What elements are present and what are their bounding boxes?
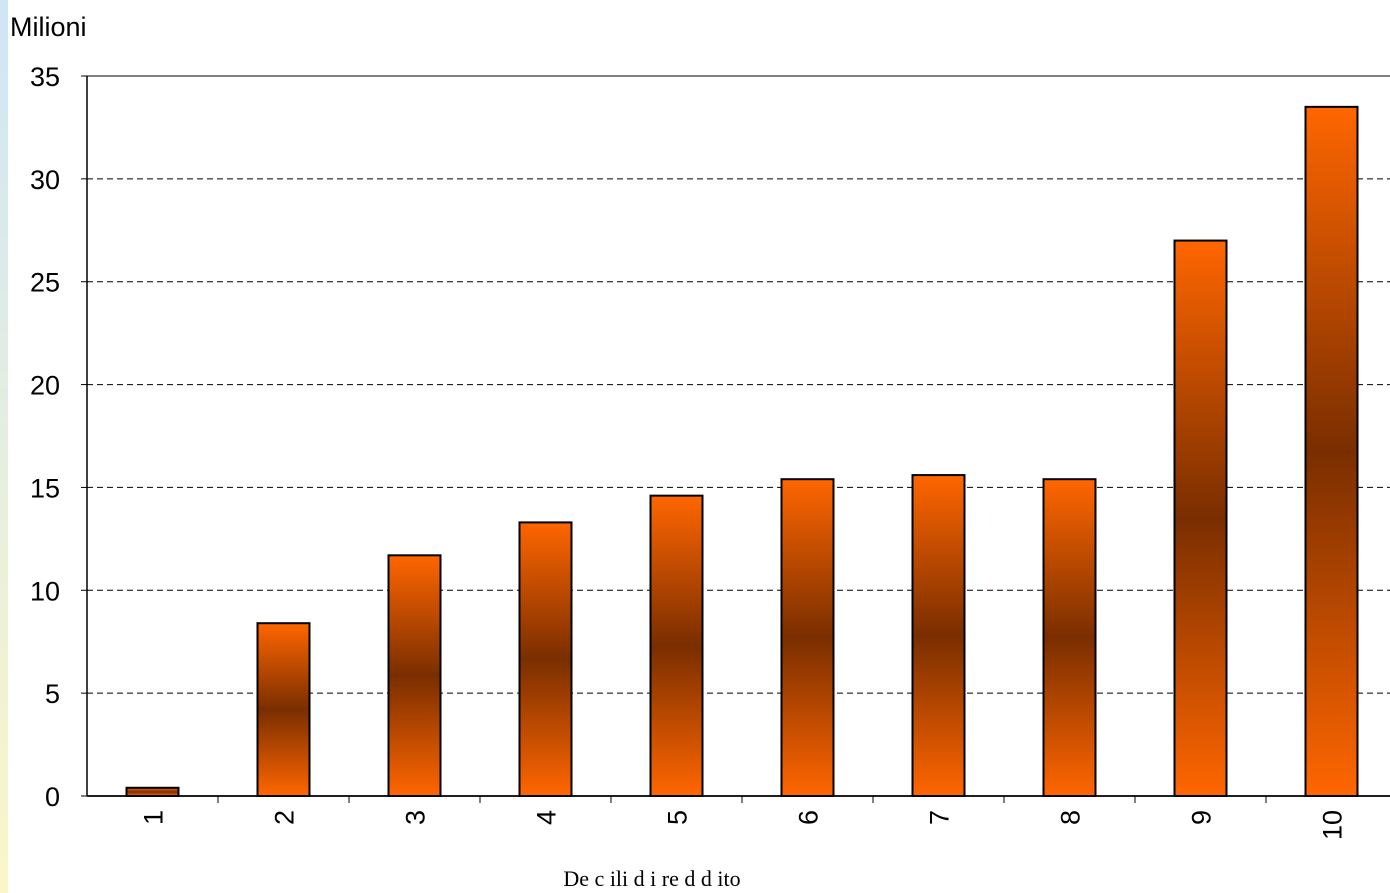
x-tick-label: 3 [401,810,431,825]
x-tick-label: 1 [139,810,169,825]
bar [780,478,835,797]
bar [649,494,704,797]
bar [1042,478,1097,797]
bar [125,786,180,797]
bar [387,554,442,797]
x-axis-label: De c ili d i re d d ito [563,866,740,891]
x-tick-label: 9 [1187,810,1217,825]
x-tick-label: 8 [1056,810,1086,825]
bar [518,521,573,798]
x-tick-label: 4 [532,810,562,825]
y-tick-label: 35 [30,62,60,92]
bar [1304,105,1359,798]
y-tick-label: 25 [30,268,60,298]
y-tick-label: 10 [30,576,60,606]
y-tick-label: 20 [30,371,60,401]
bar [256,622,311,798]
x-tick-label: 7 [925,810,955,825]
y-axis-label: Milioni [10,12,87,42]
y-tick-label: 30 [30,165,60,195]
bar [1173,239,1228,798]
side-strip [0,0,8,893]
bar [911,474,966,797]
x-tick-label: 2 [270,810,300,825]
y-tick-label: 5 [45,679,60,709]
y-tick-label: 15 [30,473,60,503]
x-tick-label: 5 [663,810,693,825]
y-tick-label: 0 [45,782,60,812]
x-tick-label: 10 [1318,810,1348,840]
x-tick-label: 6 [794,810,824,825]
